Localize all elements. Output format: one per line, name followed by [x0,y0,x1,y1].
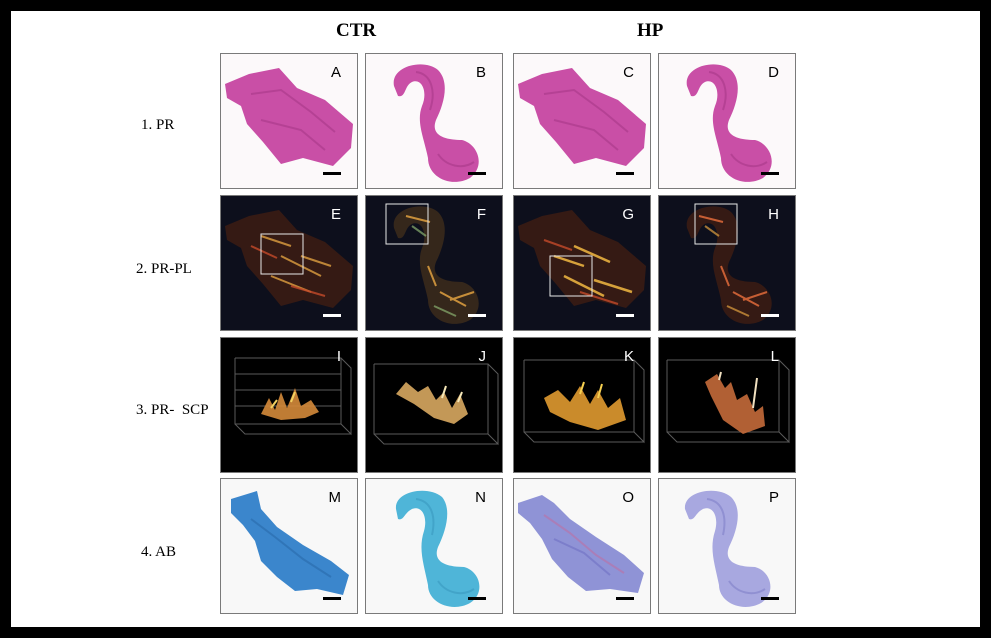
panel-letter: J [478,348,487,365]
panel-letter: I [336,348,341,365]
scale-bar [468,597,486,600]
panel-f: F [365,195,503,331]
panel-b: B [365,53,503,189]
scale-bar [761,597,779,600]
panel-h: H [658,195,796,331]
panel-letter: P [768,489,779,506]
scale-bar [761,314,779,317]
panel-a: A [220,53,358,189]
scale-bar [468,314,486,317]
scale-bar [323,597,341,600]
panel-letter: H [768,206,779,223]
scale-bar [616,314,634,317]
panel-g: G [513,195,651,331]
panel-letter: B [475,64,486,81]
panel-e: E [220,195,358,331]
panel-letter: N [475,489,486,506]
panel-k: K [513,337,651,473]
panel-n: N [365,478,503,614]
panel-i: I [220,337,358,473]
panel-letter: D [768,64,779,81]
column-header-hp: HP [637,20,664,41]
panel-letter: F [476,206,486,223]
panel-j: J [365,337,503,473]
row-label-pr: 1. PR [141,117,175,133]
scale-bar [323,172,341,175]
row-label-ab: 4. AB [141,544,177,560]
panel-c: C [513,53,651,189]
panel-letter: A [330,64,341,81]
figure-canvas: CTR HP 1. PR 2. PR-PL 3. PR- SCP 4. AB A… [11,11,980,627]
scale-bar [323,314,341,317]
panel-d: D [658,53,796,189]
panel-letter: M [328,489,342,506]
scale-bar [616,172,634,175]
scale-bar [468,172,486,175]
panel-letter: G [622,206,634,223]
panel-letter: C [623,64,634,81]
panel-letter: K [623,348,634,365]
panel-letter: E [330,206,341,223]
scale-bar [761,172,779,175]
panel-o: O [513,478,651,614]
panel-l: L [658,337,796,473]
panel-letter: O [622,489,634,506]
column-header-ctr: CTR [336,20,377,41]
panel-letter: L [770,348,779,365]
panel-p: P [658,478,796,614]
panel-m: M [220,478,358,614]
row-label-pr-scp: 3. PR- SCP [136,402,209,418]
scale-bar [616,597,634,600]
row-label-pr-pl: 2. PR-PL [136,261,192,277]
